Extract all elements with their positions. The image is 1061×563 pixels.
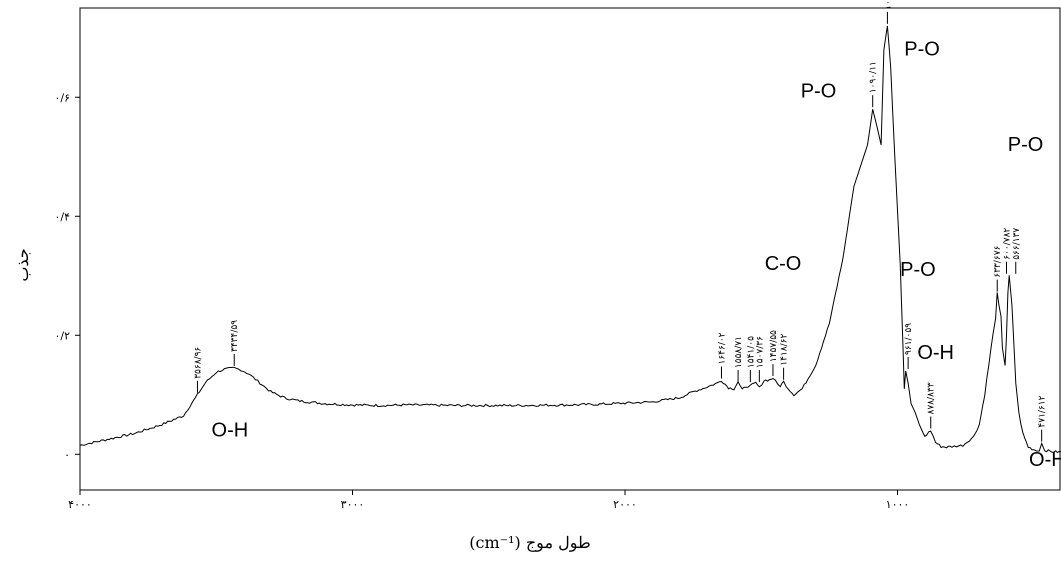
peak-label: ۱۵۵۸/۷۱: [734, 336, 744, 368]
peak-label: ۹۶۱/۰۵۹: [904, 323, 914, 355]
spectrum-line: [79, 25, 1061, 454]
x-tick-label: ۴۰۰۰: [68, 498, 92, 511]
peak-label: ۶۰۰/۷۸۲: [1003, 228, 1013, 260]
peak-label: ۱۴۱۸/۶۲: [780, 333, 790, 365]
x-tick-label: ۳۰۰۰: [341, 498, 365, 511]
peak-label: ۶۳۳/۶۷۶: [993, 245, 1003, 277]
peak-label: ۱۰۳۶/۶۷: [883, 0, 893, 10]
group-label: O-H: [1029, 449, 1061, 471]
group-label: P-O: [801, 80, 837, 102]
group-label: C-O: [765, 253, 802, 275]
group-label: P-O: [1008, 134, 1044, 156]
group-label: O-H: [917, 342, 954, 364]
peak-label: ۱۵۰۷/۳۶: [755, 336, 765, 368]
x-axis-title: طول موج (cm⁻¹): [469, 533, 590, 552]
peak-label: ۱۵۴۱/۰۵: [746, 336, 756, 368]
group-label: P-O: [900, 259, 936, 281]
y-axis: ۰ ۰/۲ ۰/۴ ۰/۶: [54, 91, 80, 461]
x-tick-label: ۱۰۰۰: [886, 498, 910, 511]
y-tick-label: ۰/۴: [54, 210, 70, 223]
x-axis: ۴۰۰۰ ۳۰۰۰ ۲۰۰۰ ۱۰۰۰: [68, 490, 909, 511]
group-label: P-O: [904, 39, 940, 61]
peak-label: ۸۷۸/۸۳۳: [927, 382, 937, 414]
peak-label: ۱۰۹۰/۱۱: [869, 61, 879, 93]
group-label: O-H: [212, 419, 249, 441]
y-tick-label: ۰/۶: [54, 91, 70, 104]
peak-label: ۵۶۶/۱۳۷: [1012, 228, 1022, 260]
peak-label: ۱۴۵۷/۵۵: [769, 330, 779, 362]
peak-label: ۴۷۱/۶۱۲: [1038, 395, 1048, 427]
group-labels: O-H C-O P-O P-O P-O O-H P-O O-H: [212, 39, 1061, 472]
plot-frame: [79, 7, 1061, 491]
peak-label: ۳۵۶۸/۹۶: [193, 347, 203, 379]
peak-labels: ۳۵۶۸/۹۶ ۳۴۳۴/۵۹ ۱۶۴۶/۰۲ ۱۵۵۸/۷۱ ۱۵۴۱/۰۵۱۵۰۷/…: [193, 0, 1048, 442]
y-axis-title: جذب: [13, 248, 32, 281]
y-tick-label: ۰/۲: [54, 329, 70, 342]
y-tick-label: ۰: [64, 448, 70, 461]
peak-label: ۳۴۳۴/۵۹: [230, 320, 240, 352]
peak-label: ۱۶۴۶/۰۲: [717, 332, 727, 364]
x-tick-label: ۲۰۰۰: [613, 498, 637, 511]
